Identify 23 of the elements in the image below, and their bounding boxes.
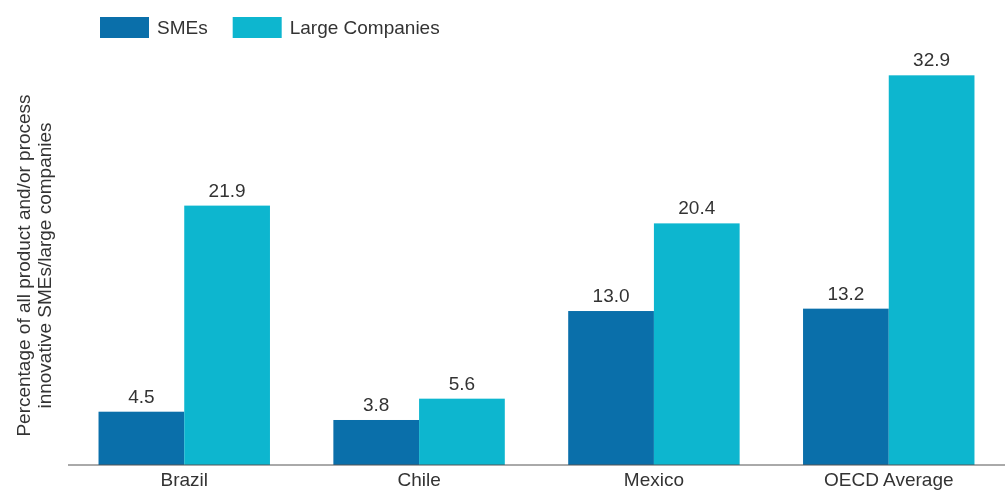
data-label: 21.9 <box>208 179 246 201</box>
data-label: 32.9 <box>913 49 951 71</box>
legend-label: Large Companies <box>289 17 440 38</box>
data-label: 5.6 <box>448 372 476 394</box>
x-tick-label: OECD Average <box>823 469 954 491</box>
bar <box>653 223 740 465</box>
bar <box>98 411 185 465</box>
bar <box>184 205 270 465</box>
data-label: 3.8 <box>363 393 390 415</box>
bar <box>333 419 420 465</box>
bar <box>568 311 654 465</box>
bar <box>888 75 975 465</box>
data-label: 20.4 <box>678 197 716 219</box>
legend-label: SMEs <box>157 17 208 38</box>
data-label: 13.2 <box>827 282 865 304</box>
x-tick-label: Mexico <box>623 469 685 491</box>
y-axis-title: Percentage of all product and/or process innovative SMEs/large companies <box>13 94 55 437</box>
data-label: 4.5 <box>128 385 155 407</box>
x-tick-label: Chile <box>397 469 441 491</box>
bar <box>419 398 505 465</box>
bar <box>803 308 889 465</box>
data-label: 13.0 <box>592 285 630 307</box>
x-tick-label: Brazil <box>160 469 208 491</box>
